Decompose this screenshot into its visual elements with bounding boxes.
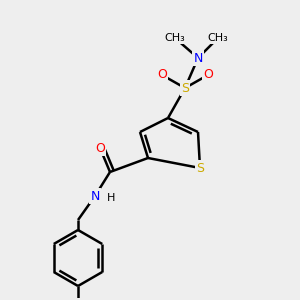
Text: N: N bbox=[90, 190, 100, 202]
Text: S: S bbox=[181, 82, 189, 94]
Text: N: N bbox=[193, 52, 203, 64]
Text: CH₃: CH₃ bbox=[165, 33, 185, 43]
Text: O: O bbox=[73, 299, 83, 300]
Text: O: O bbox=[95, 142, 105, 154]
Text: O: O bbox=[203, 68, 213, 82]
Text: O: O bbox=[157, 68, 167, 82]
Text: CH₃: CH₃ bbox=[208, 33, 228, 43]
Text: H: H bbox=[107, 193, 116, 203]
Text: S: S bbox=[196, 161, 204, 175]
